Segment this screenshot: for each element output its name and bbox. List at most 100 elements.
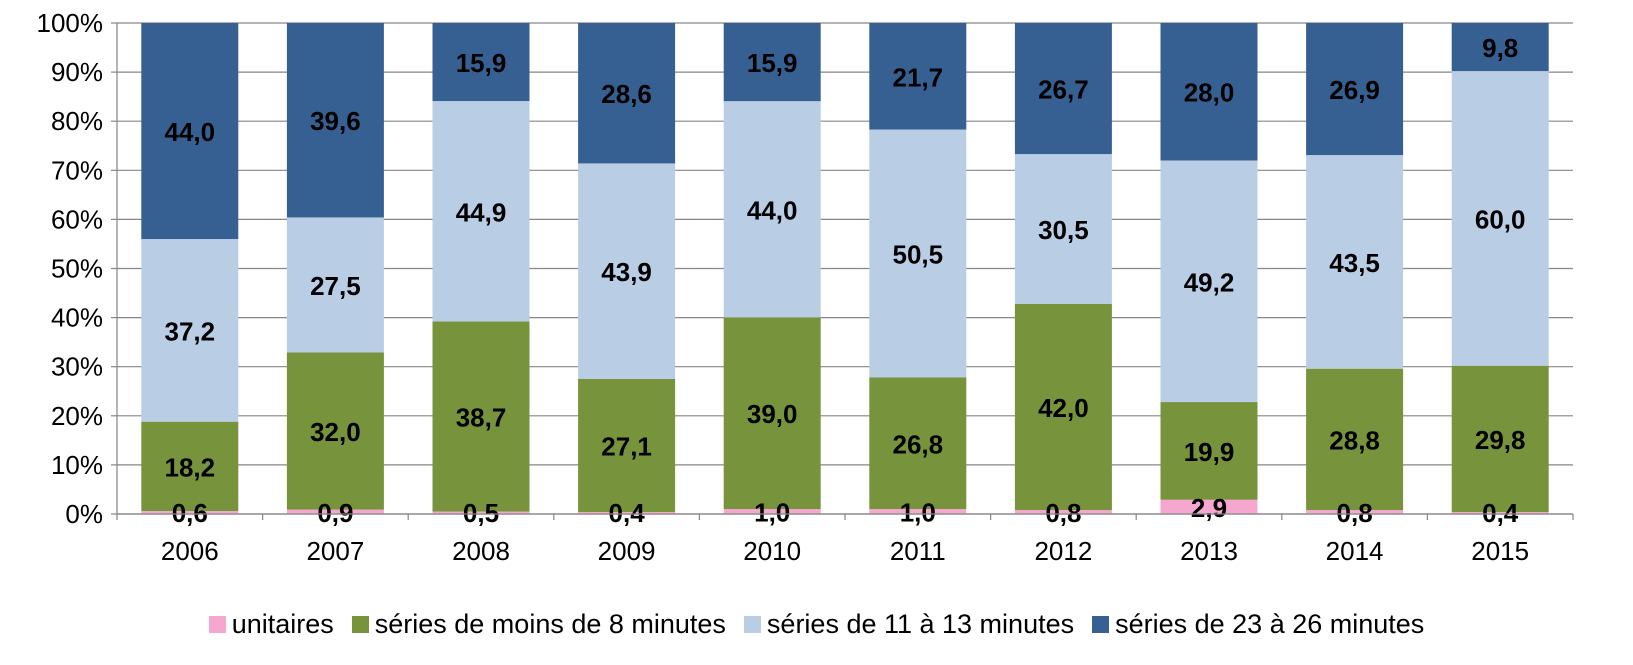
bar-2010-series-1 <box>723 317 821 510</box>
bar-2011-series-2 <box>869 129 967 378</box>
bar-2009-series-2 <box>578 163 676 379</box>
y-tick-label: 40% <box>51 303 103 333</box>
data-label: 44,0 <box>164 117 215 147</box>
legend-swatch <box>1092 615 1110 633</box>
bar-2007-series-0 <box>286 509 384 514</box>
bar-2006-series-1 <box>141 421 239 512</box>
data-label: 0,6 <box>172 498 208 528</box>
y-tick-label: 100% <box>37 8 104 38</box>
data-label: 44,0 <box>747 195 798 225</box>
bar-2014-series-0 <box>1306 510 1404 514</box>
legend-label: séries de moins de 8 minutes <box>374 608 726 639</box>
x-tick-label: 2015 <box>1471 536 1529 566</box>
x-tick-label: 2011 <box>890 536 946 566</box>
x-tick-label: 2013 <box>1180 536 1238 566</box>
bar-2012-series-1 <box>1014 303 1112 511</box>
data-label: 37,2 <box>164 316 215 346</box>
data-label: 29,8 <box>1475 425 1526 455</box>
data-label: 28,6 <box>601 79 652 109</box>
bar-2006-series-2 <box>141 239 239 422</box>
data-label: 43,5 <box>1329 248 1380 278</box>
y-axis: 0% 10% 20% 30% 40% 50% 60% 70% 80% 90% 100% <box>37 8 118 529</box>
bar-2007-series-2 <box>286 217 384 353</box>
bar-2012-series-2 <box>1014 154 1112 304</box>
data-label: 50,5 <box>892 240 943 270</box>
bar-2013-series-1 <box>1160 402 1258 500</box>
legend-swatch <box>208 615 226 633</box>
bar-2015-series-0 <box>1451 512 1549 514</box>
bar-2009-series-1 <box>578 378 676 513</box>
x-tick-label: 2014 <box>1326 536 1384 566</box>
y-tick-label: 50% <box>51 254 103 284</box>
x-tick-label: 2006 <box>161 536 219 566</box>
data-label: 43,9 <box>601 257 652 287</box>
legend-item: séries de moins de 8 minutes <box>351 608 726 640</box>
bar-2015-series-1 <box>1451 365 1549 513</box>
y-tick-label: 90% <box>51 57 103 87</box>
data-label: 26,9 <box>1329 75 1380 105</box>
data-label: 44,9 <box>456 197 507 227</box>
bar-2010-series-3 <box>723 23 821 102</box>
bar-2008-series-2 <box>432 101 530 322</box>
y-tick-label: 80% <box>51 106 103 136</box>
data-label: 0,8 <box>1337 498 1373 528</box>
bar-2007-series-1 <box>286 352 384 510</box>
bar-2014-series-3 <box>1306 23 1404 156</box>
bar-2008-series-3 <box>432 23 530 102</box>
bar-2008-series-1 <box>432 321 530 512</box>
data-label: 1,0 <box>900 498 936 528</box>
bar-2011-series-3 <box>869 23 967 130</box>
bar-2011-series-0 <box>869 509 967 514</box>
bar-2012-series-3 <box>1014 23 1112 155</box>
data-label: 28,8 <box>1329 425 1380 455</box>
bar-2009-series-0 <box>578 512 676 514</box>
bar-2013-series-0 <box>1160 499 1258 514</box>
data-label: 39,6 <box>310 106 361 136</box>
x-tick-label: 2008 <box>452 536 510 566</box>
data-label: 2,9 <box>1191 493 1227 523</box>
data-label: 49,2 <box>1184 267 1235 297</box>
bar-2015-series-3 <box>1451 23 1549 72</box>
data-label: 0,4 <box>609 498 646 528</box>
bar-2010-series-2 <box>723 101 821 318</box>
legend-item: séries de 11 à 13 minutes <box>743 609 1074 640</box>
legend-item: séries de 23 à 26 minutes <box>1092 609 1424 640</box>
legend-label: unitaires <box>231 608 334 639</box>
legend-item: unitaires <box>208 608 334 640</box>
data-label: 30,5 <box>1038 215 1089 245</box>
stacked-bar-chart: 0% 10% 20% 30% 40% 50% 60% 70% 80% 90% 100% 0,6 18,… <box>37 8 1574 566</box>
legend-swatch <box>743 615 761 633</box>
data-label: 0,9 <box>317 498 353 528</box>
x-tick-label: 2012 <box>1034 536 1092 566</box>
legend-swatch <box>351 615 369 633</box>
bar-2014-series-1 <box>1306 368 1404 511</box>
bar-2014-series-2 <box>1306 155 1404 369</box>
x-axis: 2006 2007 2008 2009 2010 2011 2012 2013 2014 2015 <box>116 513 1574 566</box>
data-label: 27,1 <box>601 432 652 462</box>
data-label: 1,0 <box>754 498 790 528</box>
bars <box>141 23 1549 514</box>
data-label: 39,0 <box>747 399 798 429</box>
data-label: 0,5 <box>463 498 499 528</box>
data-label: 19,9 <box>1184 437 1235 467</box>
y-tick-label: 20% <box>51 401 103 431</box>
x-tick-label: 2009 <box>598 536 656 566</box>
bar-2009-series-3 <box>578 23 676 164</box>
data-label: 9,8 <box>1482 33 1518 63</box>
data-label: 21,7 <box>892 62 943 92</box>
data-label: 32,0 <box>310 417 361 447</box>
data-label: 26,8 <box>892 429 943 459</box>
bar-2006-series-0 <box>141 511 239 514</box>
data-label: 42,0 <box>1038 393 1089 423</box>
bar-2015-series-2 <box>1451 71 1549 366</box>
y-tick-label: 70% <box>51 155 103 185</box>
bar-2008-series-0 <box>432 511 530 514</box>
bar-2013-series-2 <box>1160 160 1258 403</box>
data-label: 27,5 <box>310 271 361 301</box>
y-tick-label: 0% <box>65 499 103 529</box>
data-label: 15,9 <box>456 48 507 78</box>
bar-2007-series-3 <box>286 23 384 218</box>
data-label: 18,2 <box>164 452 215 482</box>
data-label: 15,9 <box>747 48 798 78</box>
y-tick-label: 60% <box>51 204 103 234</box>
